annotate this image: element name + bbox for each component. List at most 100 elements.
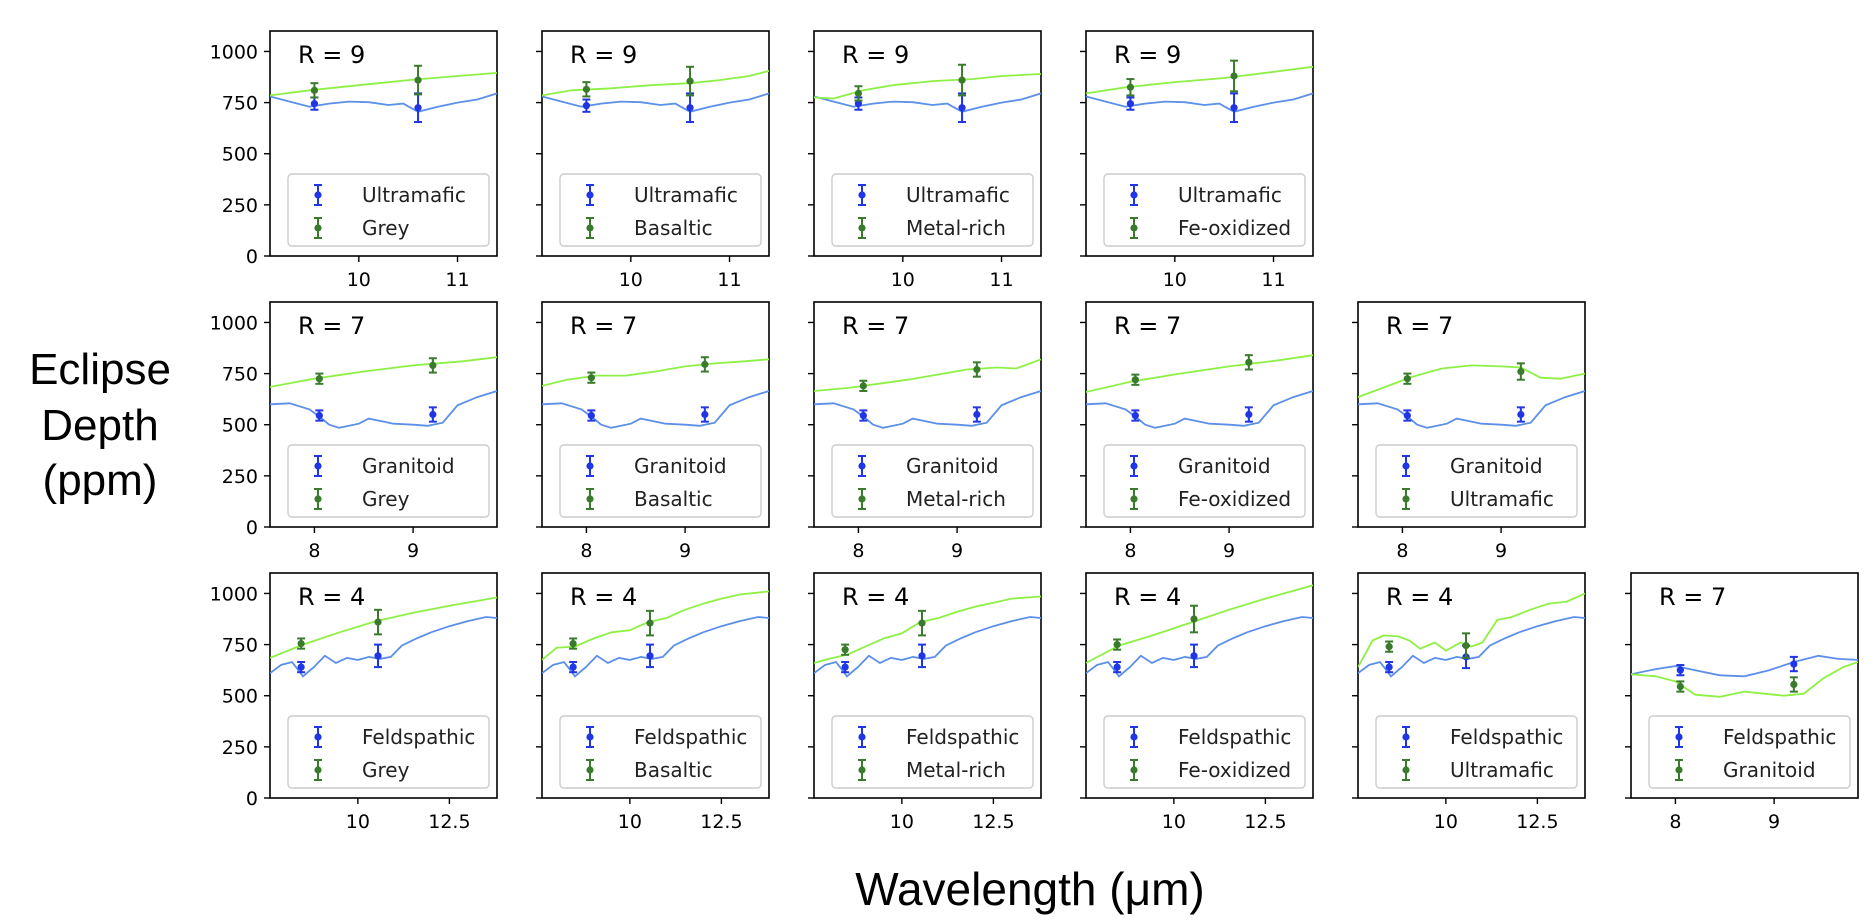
panel-2-4: 10 12.5 R = 4 Feldspathic Ultramafic bbox=[1352, 572, 1586, 833]
x-tick-label: 10 bbox=[890, 811, 914, 833]
model-lines bbox=[270, 72, 497, 113]
data-point-a bbox=[972, 406, 981, 423]
legend-box bbox=[559, 715, 762, 789]
point-marker bbox=[1131, 411, 1139, 420]
point-marker bbox=[1517, 367, 1525, 376]
data-point-b bbox=[1190, 604, 1199, 634]
legend-marker bbox=[1402, 766, 1410, 774]
legend-label: Grey bbox=[362, 758, 410, 782]
legend-box bbox=[1375, 715, 1578, 789]
data-point-a bbox=[1126, 96, 1135, 111]
point-marker bbox=[587, 411, 595, 420]
x-tick-label: 11 bbox=[445, 269, 469, 291]
point-marker bbox=[1676, 666, 1684, 674]
legend: Feldspathic Fe-oxidized bbox=[1103, 715, 1306, 789]
resolution-label: R = 4 bbox=[298, 583, 365, 611]
legend-entry-a: Ultramafic bbox=[1130, 183, 1282, 207]
point-marker bbox=[1230, 72, 1238, 80]
x-tick-label: 11 bbox=[717, 269, 741, 291]
model-lines bbox=[814, 358, 1041, 429]
point-marker bbox=[310, 86, 319, 94]
legend-label: Basaltic bbox=[634, 216, 713, 240]
legend: Feldspathic Ultramafic bbox=[1375, 715, 1578, 789]
y-tick-label: 500 bbox=[222, 415, 258, 437]
legend-marker bbox=[314, 733, 322, 741]
x-tick-label: 8 bbox=[1124, 540, 1136, 562]
model-line-b bbox=[1358, 364, 1585, 398]
legend: Ultramafic Grey bbox=[287, 173, 490, 247]
x-tick-label: 8 bbox=[1669, 811, 1681, 833]
data-point-b bbox=[1516, 362, 1525, 381]
legend-marker bbox=[1675, 733, 1683, 741]
data-point-b bbox=[1131, 373, 1140, 386]
resolution-label: R = 7 bbox=[298, 312, 365, 340]
data-point-b bbox=[582, 81, 591, 98]
y-tick-label: 0 bbox=[246, 788, 258, 810]
legend-label: Feldspathic bbox=[1178, 725, 1291, 749]
legend: Granitoid Ultramafic bbox=[1375, 444, 1578, 518]
legend-entry-b: Ultramafic bbox=[1402, 758, 1554, 782]
x-tick-label: 10 bbox=[618, 811, 642, 833]
legend-label: Basaltic bbox=[634, 487, 713, 511]
legend: Granitoid Fe-oxidized bbox=[1103, 444, 1306, 518]
legend-marker bbox=[1130, 224, 1138, 232]
x-tick-label: 11 bbox=[1261, 269, 1285, 291]
y-tick-label: 250 bbox=[222, 195, 258, 217]
point-marker bbox=[1230, 104, 1238, 112]
point-marker bbox=[859, 411, 867, 420]
data-point-b bbox=[428, 357, 437, 374]
point-marker bbox=[854, 89, 863, 97]
legend-marker bbox=[858, 224, 866, 232]
x-tick-label: 8 bbox=[580, 540, 592, 562]
data-point-a bbox=[1676, 664, 1685, 677]
x-tick-label: 10 bbox=[1163, 269, 1187, 291]
legend-box bbox=[287, 715, 490, 789]
panel-2-0: 0 250 500 750 1000 10 12.5 R = 4 Feldspathic Grey bbox=[210, 572, 498, 833]
point-marker bbox=[646, 619, 654, 627]
point-marker bbox=[414, 76, 422, 84]
x-tick-label: 9 bbox=[951, 540, 963, 562]
legend-entry-a: Feldspathic bbox=[1402, 725, 1563, 749]
legend-label: Grey bbox=[362, 487, 410, 511]
data-point-a bbox=[1244, 406, 1253, 423]
legend-marker bbox=[1402, 462, 1410, 470]
legend-marker bbox=[1130, 495, 1138, 503]
panel-0-2: 10 11 R = 9 Ultramafic Metal-rich bbox=[808, 30, 1042, 291]
legend-label: Feldspathic bbox=[906, 725, 1019, 749]
model-lines bbox=[1358, 364, 1585, 429]
point-marker bbox=[1126, 100, 1135, 108]
legend-box bbox=[831, 444, 1034, 518]
y-tick-label: 750 bbox=[222, 635, 258, 657]
point-marker bbox=[374, 618, 382, 626]
x-tick-label: 12.5 bbox=[972, 811, 1014, 833]
x-tick-label: 10 bbox=[1162, 811, 1186, 833]
data-point-a bbox=[315, 409, 324, 422]
point-marker bbox=[1385, 643, 1393, 651]
point-marker bbox=[315, 411, 323, 420]
point-marker bbox=[854, 100, 863, 108]
model-line-a bbox=[1631, 654, 1858, 678]
legend-entry-a: Feldspathic bbox=[858, 725, 1019, 749]
legend-marker bbox=[586, 495, 594, 503]
point-marker bbox=[1517, 410, 1525, 419]
legend-label: Metal-rich bbox=[906, 758, 1006, 782]
resolution-label: R = 7 bbox=[1659, 583, 1726, 611]
model-line-a bbox=[814, 390, 1041, 429]
panel-2-2: 10 12.5 R = 4 Feldspathic Metal-rich bbox=[808, 572, 1042, 833]
model-line-b bbox=[814, 358, 1041, 392]
data-point-a bbox=[582, 98, 591, 113]
resolution-label: R = 7 bbox=[570, 312, 637, 340]
legend-box bbox=[1103, 444, 1306, 518]
legend-entry-a: Granitoid bbox=[1402, 454, 1543, 478]
legend-marker bbox=[1675, 766, 1683, 774]
resolution-label: R = 4 bbox=[1386, 583, 1453, 611]
resolution-label: R = 9 bbox=[570, 41, 637, 69]
legend-marker bbox=[858, 191, 866, 199]
legend-entry-b: Grey bbox=[314, 758, 410, 782]
data-point-a bbox=[297, 660, 306, 674]
model-line-b bbox=[814, 73, 1041, 100]
model-lines bbox=[1086, 354, 1313, 429]
resolution-label: R = 7 bbox=[842, 312, 909, 340]
model-lines bbox=[1631, 654, 1858, 698]
